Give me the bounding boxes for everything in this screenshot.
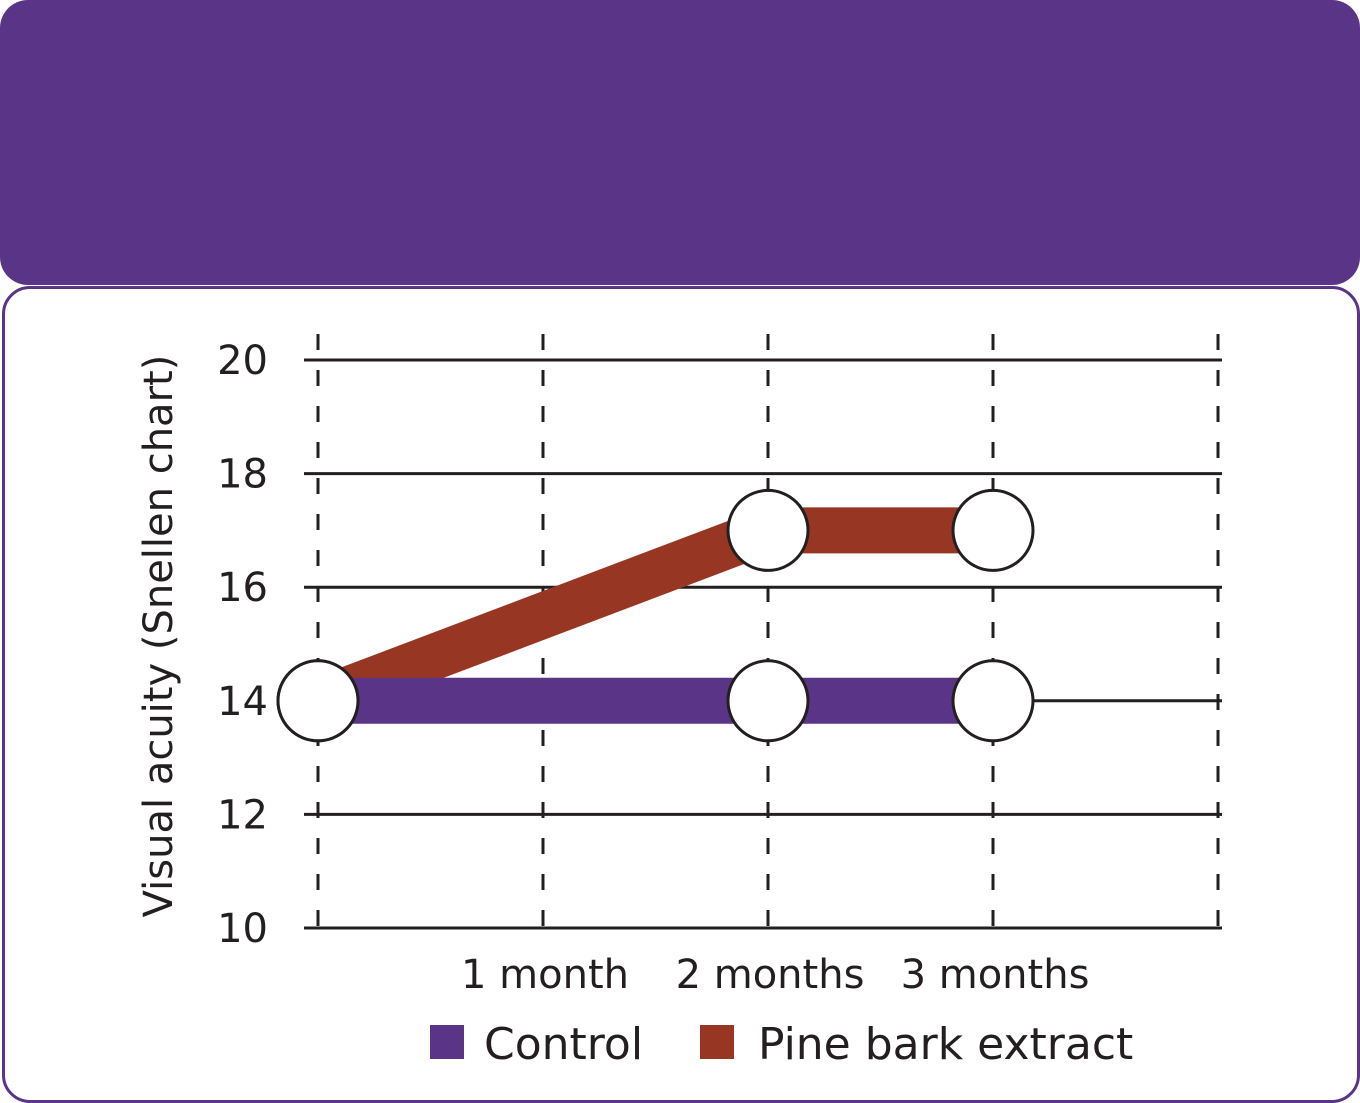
legend: Control Pine bark extract — [430, 1019, 1133, 1070]
legend-label-control: Control — [484, 1019, 643, 1070]
data-lines — [309, 507, 993, 724]
data-points — [276, 488, 1035, 743]
y-tick-label-20: 20 — [217, 338, 268, 384]
x-tick-label-1: 1 month — [461, 952, 629, 998]
y-tick-label-14: 14 — [217, 679, 268, 725]
point-control-1 — [726, 659, 810, 743]
legend-label-pine-bark-extract: Pine bark extract — [758, 1019, 1133, 1070]
x-tick-label-2: 2 months — [676, 952, 865, 998]
y-tick-labels: 20 18 16 14 12 10 — [217, 338, 268, 952]
point-pine-bark-extract-0 — [276, 659, 360, 743]
x-tick-label-3: 3 months — [901, 952, 1090, 998]
y-tick-label-18: 18 — [217, 452, 268, 498]
y-tick-label-12: 12 — [217, 792, 268, 838]
point-control-2 — [951, 659, 1035, 743]
legend-swatch-pine-bark-extract — [700, 1025, 734, 1059]
x-tick-labels: 1 month 2 months 3 months — [461, 952, 1089, 998]
y-tick-label-10: 10 — [217, 906, 268, 952]
y-tick-label-16: 16 — [217, 565, 268, 611]
header-band — [0, 0, 1360, 285]
legend-swatch-control — [430, 1025, 464, 1059]
series-line-pine-bark-extract — [309, 507, 993, 723]
y-axis-title: Visual acuity (Snellen chart) — [136, 355, 182, 918]
point-pine-bark-extract-2 — [951, 488, 1035, 572]
point-pine-bark-extract-1 — [726, 488, 810, 572]
